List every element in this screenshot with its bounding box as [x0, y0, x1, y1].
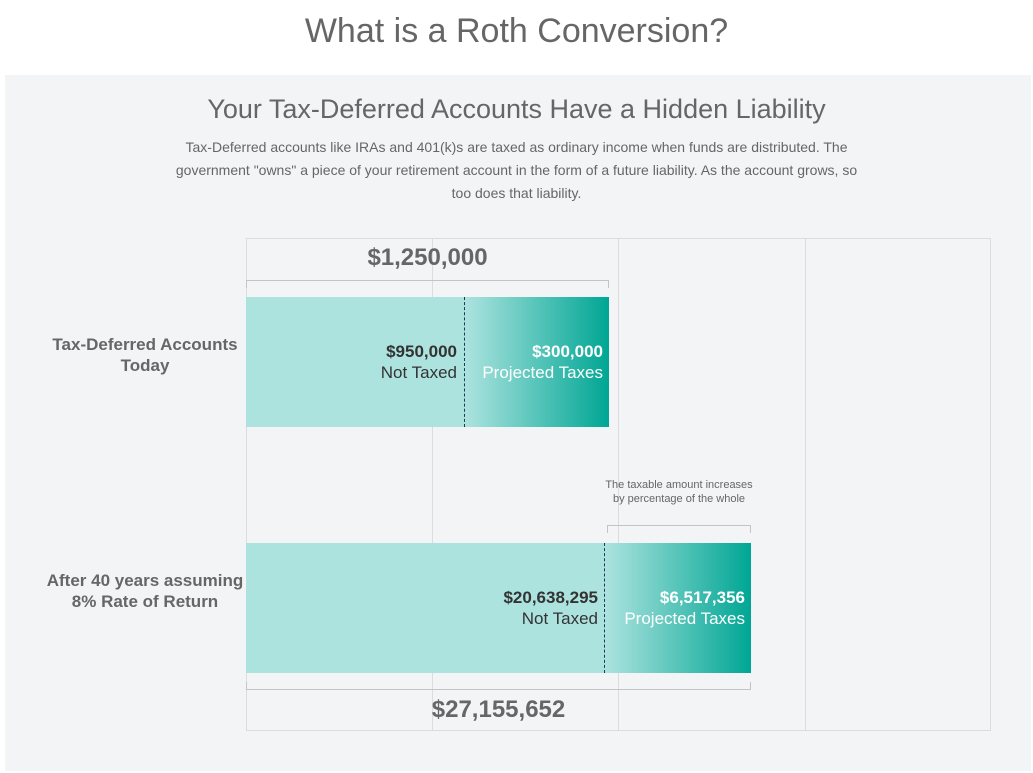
- bar-divider: [464, 297, 465, 427]
- bar-projected-taxes-future: [605, 543, 751, 673]
- segment-label-taxes-future: $6,517,356 Projected Taxes: [624, 588, 745, 628]
- bar-not-taxed-today: [246, 297, 465, 427]
- page-title: What is a Roth Conversion?: [304, 12, 729, 50]
- section-subtitle: Your Tax-Deferred Accounts Have a Hidden…: [207, 94, 826, 124]
- gridline: [432, 238, 433, 731]
- row-label-future: After 40 years assuming 8% Rate of Retur…: [46, 571, 244, 611]
- segment-label-taxes-today: $300,000 Projected Taxes: [482, 342, 603, 382]
- total-bracket-today: [246, 280, 609, 288]
- gridline: [805, 238, 806, 731]
- total-label-today: $1,250,000: [367, 244, 488, 271]
- section-description: Tax-Deferred accounts like IRAs and 401(…: [175, 139, 858, 201]
- annotation-bracket: [607, 525, 751, 533]
- total-label-future: $27,155,652: [431, 696, 566, 723]
- gridline: [618, 238, 619, 731]
- annotation-text: The taxable amount increases by percenta…: [605, 479, 753, 505]
- row-label-today: Tax-Deferred Accounts Today: [52, 335, 238, 375]
- segment-label-not-taxed-today: $950,000 Not Taxed: [380, 342, 457, 382]
- bar-divider: [604, 543, 605, 673]
- bar-not-taxed-future: [246, 543, 605, 673]
- total-bracket-future: [246, 682, 751, 690]
- bar-projected-taxes-today: [465, 297, 609, 427]
- segment-label-not-taxed-future: $20,638,295 Not Taxed: [503, 588, 598, 628]
